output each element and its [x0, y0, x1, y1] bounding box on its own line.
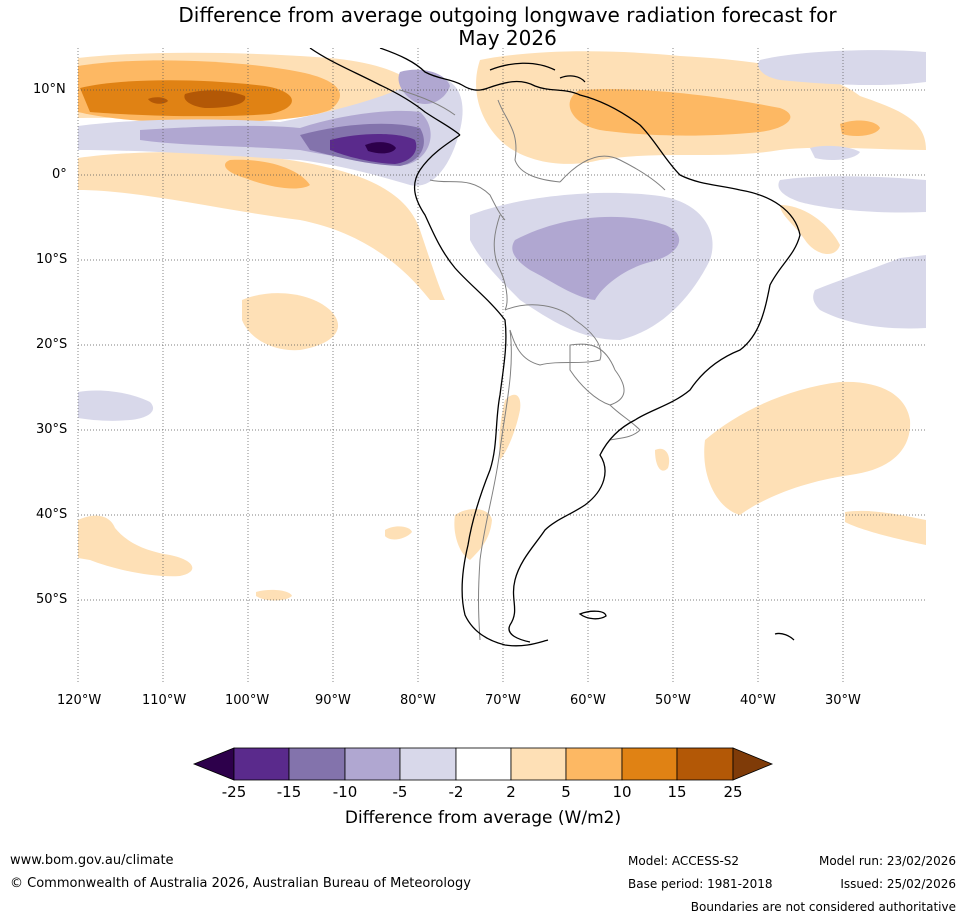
anomaly-positive-southeast-pacific [78, 515, 193, 577]
anomaly-fields [78, 50, 926, 601]
website-link[interactable]: www.bom.gov.au/climate [10, 853, 174, 868]
base-period: Base period: 1981-2018 [628, 877, 773, 891]
anomaly-negative-central-america [398, 69, 450, 105]
coast-south-america-west [413, 134, 549, 647]
colorbar-extension-high [732, 747, 774, 781]
lon-label-40w: 40°W [740, 693, 776, 708]
anomaly-negative-atlantic-equatorial [778, 176, 926, 213]
map-title: Difference from average outgoing longwav… [0, 4, 965, 50]
colorbar-swatch [676, 747, 734, 781]
lon-label-70w: 70°W [485, 693, 521, 708]
anomaly-negative-atlantic-north [758, 50, 926, 86]
colorbar-tick-label: 2 [506, 783, 516, 801]
anomaly-positive-south-atlantic-east [845, 510, 926, 545]
lat-label-0: 0° [52, 167, 67, 182]
colorbar-tick-label: 25 [723, 783, 743, 801]
lon-label-90w: 90°W [315, 693, 351, 708]
colorbar-tick-label: -5 [392, 783, 408, 801]
coast-central-america-caribbean [379, 48, 489, 91]
lon-label-100w: 100°W [225, 693, 270, 708]
colorbar-swatch [288, 747, 346, 781]
boundary-bolivia [504, 304, 602, 366]
graticule [77, 48, 926, 684]
lat-label-10n: 10°N [33, 82, 66, 97]
anomaly-positive-argentina [499, 394, 521, 460]
colorbar-tick-label: -15 [276, 783, 302, 801]
colorbar-swatches [192, 747, 774, 781]
lon-label-110w: 110°W [142, 693, 187, 708]
lon-label-80w: 80°W [400, 693, 436, 708]
anomaly-positive-pacific-patch-50s [256, 589, 292, 601]
boundary-argentina-chile [478, 329, 512, 641]
colorbar-tick-label: -10 [332, 783, 358, 801]
boundary-central-america [399, 89, 456, 116]
colorbar-tick-label: 10 [612, 783, 632, 801]
coast-falkland-islands [578, 610, 607, 620]
colorbar-swatch [399, 747, 457, 781]
boundary-colombia-venezuela [497, 99, 561, 183]
colorbar-swatch [621, 747, 678, 781]
coast-south-america-north [487, 80, 741, 191]
coast-south-america-east [508, 189, 801, 643]
lon-label-60w: 60°W [570, 693, 606, 708]
colorbar-swatch [233, 747, 290, 781]
anomaly-extreme-negative-east-pacific [365, 142, 396, 154]
colorbar-tick-label: -25 [221, 783, 247, 801]
lon-label-50w: 50°W [655, 693, 691, 708]
anomaly-moderate-caribbean [569, 89, 791, 136]
colorbar-swatch [344, 747, 401, 781]
country-boundaries [399, 89, 666, 641]
boundary-paraguay [569, 343, 625, 406]
anomaly-positive-southern-pacific-patch [385, 526, 412, 540]
title-line-2: May 2026 [458, 26, 557, 50]
anomaly-moderate-equatorial-pacific [225, 159, 310, 189]
anomaly-negative-southeast-pacific [78, 390, 154, 421]
coast-south-georgia [774, 632, 795, 641]
coast-caribbean-islands [489, 62, 586, 83]
colorbar-tick-label: 5 [561, 783, 571, 801]
lat-label-10s: 10°S [36, 252, 68, 267]
anomaly-positive-equatorial-pacific [78, 152, 445, 300]
issued-date: Issued: 25/02/2026 [840, 877, 956, 891]
anomaly-positive-uruguay-coast [655, 448, 670, 471]
copyright-text: © Commonwealth of Australia 2026, Austra… [10, 876, 471, 891]
colorbar-swatch [565, 747, 623, 781]
lon-label-30w: 30°W [825, 693, 861, 708]
colorbar-extension-low [192, 747, 235, 781]
anomaly-positive-brazil-coast [780, 205, 840, 255]
boundary-guianas [559, 155, 666, 191]
boundary-argentina-brazil [609, 404, 641, 441]
colorbar-swatch [510, 747, 567, 781]
title-line-1: Difference from average outgoing longwav… [178, 3, 837, 27]
lon-label-120w: 120°W [57, 693, 102, 708]
anomaly-negative-south-atlantic [813, 255, 926, 329]
lat-label-20s: 20°S [36, 337, 68, 352]
anomaly-positive-eastern-pacific [242, 293, 339, 351]
coastlines [309, 48, 801, 647]
anomaly-moderate-negative-amazon [512, 216, 680, 300]
anomaly-positive-patagonia [454, 508, 492, 560]
lat-label-40s: 40°S [36, 507, 68, 522]
colorbar-title: Difference from average (W/m2) [344, 808, 622, 828]
anomaly-positive-south-atlantic [704, 381, 911, 515]
boundaries-disclaimer: Boundaries are not considered authoritat… [690, 900, 956, 914]
model-name: Model: ACCESS-S2 [628, 854, 740, 868]
coast-central-america-pacific [309, 48, 461, 136]
colorbar-swatch [455, 747, 512, 781]
anomaly-moderate-atlantic-small [840, 120, 880, 136]
colorbar-tick-label: 15 [667, 783, 687, 801]
anomaly-very-strong-pacific-10n [184, 90, 246, 108]
model-run-date: Model run: 23/02/2026 [818, 854, 956, 868]
boundary-peru-brazil [493, 214, 508, 311]
boundary-colombia-ecuador-peru [429, 179, 506, 221]
lat-label-50s: 50°S [36, 592, 68, 607]
anomaly-negative-atlantic-patch [810, 145, 860, 160]
lat-label-30s: 30°S [36, 422, 68, 437]
colorbar-tick-label: -2 [448, 783, 464, 801]
